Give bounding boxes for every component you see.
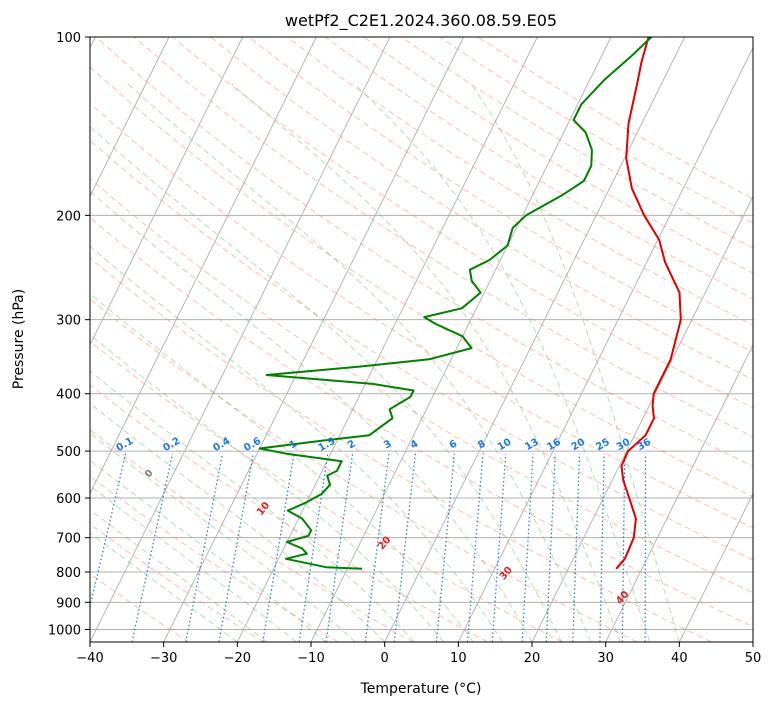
- isotherm-gridline: [384, 37, 686, 642]
- y-tick-label: 800: [56, 566, 81, 581]
- y-tick-label: 400: [56, 388, 81, 403]
- x-tick-label: −40: [76, 651, 103, 666]
- isotherm-gridline: [163, 37, 465, 642]
- isotherm-gridline: [531, 195, 753, 642]
- mixing-ratio-line: [131, 453, 174, 642]
- dry-adiabat-line: [90, 177, 753, 594]
- y-tick-label: 100: [56, 31, 81, 46]
- moist-adiabat-line: [90, 485, 297, 642]
- x-tick-label: 50: [745, 651, 762, 666]
- dry-adiabat-line: [90, 429, 414, 642]
- dry-adiabat-line: [248, 37, 753, 353]
- moist-adiabat-line: [90, 334, 444, 642]
- dewpoint-profile-line: [258, 37, 653, 570]
- mixing-ratio-label: 2: [346, 438, 358, 451]
- mixing-ratio-label: 6: [448, 438, 460, 451]
- isotherm-gridline: [752, 640, 753, 642]
- adiabat-label: -10: [25, 423, 45, 444]
- temperature-profile-line: [615, 37, 682, 570]
- dry-adiabat-line: [90, 102, 753, 529]
- isotherm-gridline: [90, 37, 170, 198]
- y-tick-label: 300: [56, 314, 81, 329]
- y-tick-label: 900: [56, 596, 81, 611]
- dry-adiabat-line: [210, 37, 753, 381]
- y-tick-label: 200: [56, 209, 81, 224]
- isotherm-gridline: [90, 37, 391, 642]
- isotherm-gridline: [90, 37, 244, 346]
- dry-adiabat-line: [90, 139, 753, 561]
- mixing-ratio-line: [572, 453, 581, 642]
- y-tick-label: 600: [56, 492, 81, 507]
- moist-adiabat-line: [90, 125, 562, 642]
- y-axis-title: Pressure (hPa): [11, 289, 27, 389]
- mixing-ratio-line: [521, 453, 534, 642]
- y-tick-label: 700: [56, 532, 81, 547]
- moist-adiabat-line: [127, 83, 592, 642]
- x-tick-label: 20: [524, 651, 541, 666]
- mixing-ratio-line: [599, 453, 605, 642]
- moist-adiabat-line: [90, 432, 356, 642]
- moist-adiabat-line: [90, 532, 238, 642]
- isotherm-gridline: [457, 46, 753, 642]
- chart-title: wetPf2_C2E1.2024.360.08.59.E05: [285, 11, 557, 31]
- dry-adiabat-line: [90, 384, 488, 642]
- dry-adiabat-line: [172, 37, 753, 409]
- x-tick-label: 10: [450, 651, 467, 666]
- mixing-ratio-label: 8: [476, 438, 488, 451]
- mixing-ratio-label: 4: [409, 438, 421, 451]
- mixing-ratio-line: [545, 453, 556, 642]
- y-tick-label: 1000: [48, 623, 81, 638]
- dry-adiabat-line: [90, 257, 712, 642]
- mixing-ratio-line: [90, 453, 127, 610]
- dry-adiabat-line: [90, 340, 563, 642]
- isotherm-gridline: [678, 492, 753, 642]
- dry-adiabat-line: [90, 475, 339, 642]
- plot-frame: [89, 36, 754, 643]
- dry-adiabat-line: [90, 217, 753, 628]
- dry-adiabat-line: [95, 37, 753, 467]
- moist-adiabat-line: [353, 83, 651, 642]
- mixing-ratio-line: [466, 453, 484, 642]
- x-tick-label: −20: [224, 651, 251, 666]
- dry-adiabat-line: [90, 573, 190, 642]
- moist-adiabat-line: [90, 403, 386, 642]
- isotherm-gridline: [90, 37, 317, 495]
- x-tick-label: −30: [150, 651, 177, 666]
- y-tick-label: 500: [56, 445, 81, 460]
- mixing-ratio-label: 1: [287, 438, 299, 451]
- x-tick-label: 0: [381, 651, 389, 666]
- moist-adiabat-line: [90, 459, 327, 642]
- x-axis-title: Temperature (°C): [360, 681, 482, 697]
- isotherm-gridline: [605, 343, 753, 642]
- dry-adiabat-line: [90, 66, 753, 498]
- moist-adiabat-line: [90, 245, 503, 642]
- moist-adiabat-line: [90, 370, 415, 642]
- x-tick-label: −10: [297, 651, 324, 666]
- moist-adiabat-line: [231, 83, 621, 642]
- plot-background: [90, 37, 753, 642]
- dry-adiabat-line: [90, 298, 638, 642]
- moist-adiabat-line: [470, 83, 680, 642]
- dry-adiabat-line: [324, 37, 753, 300]
- mixing-ratio-line: [491, 453, 507, 642]
- x-tick-label: 40: [671, 651, 688, 666]
- x-tick-label: 30: [597, 651, 614, 666]
- mixing-ratio-label: 3: [382, 438, 394, 451]
